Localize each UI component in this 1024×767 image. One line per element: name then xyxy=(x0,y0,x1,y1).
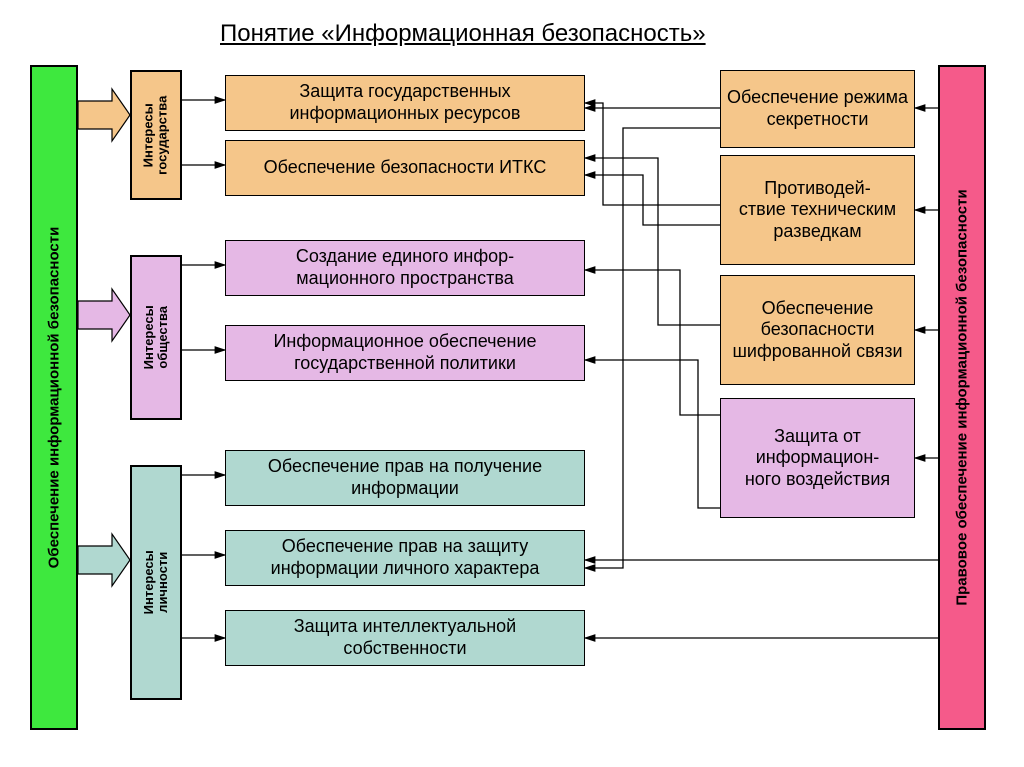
center-box-c1: Защита государственных информационных ре… xyxy=(225,75,585,131)
group-pers-label: Интересыличности xyxy=(142,550,171,614)
right-box-r3: Обеспечение безопасности шифрованной свя… xyxy=(720,275,915,385)
group-gov: Интересыгосударства xyxy=(130,70,182,200)
center-box-c2: Обеспечение безопасности ИТКС xyxy=(225,140,585,196)
page-title: Понятие «Информационная безопасность» xyxy=(220,20,706,48)
center-box-c5: Обеспечение прав на получение информации xyxy=(225,450,585,506)
center-box-c3: Создание единого инфор-мационного простр… xyxy=(225,240,585,296)
center-box-c7: Защита интеллектуальной собственности xyxy=(225,610,585,666)
group-soc-label: Интересыобщества xyxy=(142,305,171,369)
group-pers: Интересыличности xyxy=(130,465,182,700)
group-gov-label: Интересыгосударства xyxy=(142,95,171,174)
group-soc: Интересыобщества xyxy=(130,255,182,420)
left-pillar-label: Обеспечение информационной безопасности xyxy=(46,227,63,569)
left-pillar: Обеспечение информационной безопасности xyxy=(30,65,78,730)
right-pillar-label: Правовое обеспечение информационной безо… xyxy=(954,189,971,605)
right-pillar: Правовое обеспечение информационной безо… xyxy=(938,65,986,730)
center-box-c4: Информационное обеспечение государственн… xyxy=(225,325,585,381)
right-box-r1: Обеспечение режима секретности xyxy=(720,70,915,148)
diagram-canvas: Понятие «Информационная безопасность» Об… xyxy=(0,0,1024,767)
right-box-r4: Защита от информацион-ного воздействия xyxy=(720,398,915,518)
right-box-r2: Противодей-ствие техническим разведкам xyxy=(720,155,915,265)
center-box-c6: Обеспечение прав на защиту информации ли… xyxy=(225,530,585,586)
